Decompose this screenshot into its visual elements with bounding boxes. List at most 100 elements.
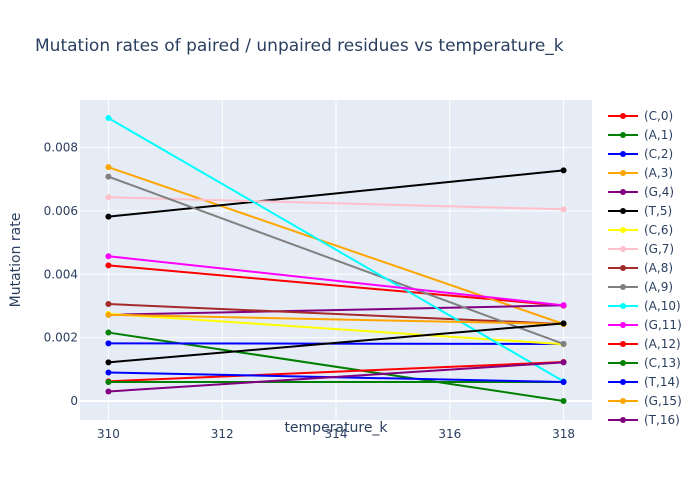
data-point bbox=[105, 388, 112, 395]
legend-label: (G,7) bbox=[644, 242, 674, 256]
legend-swatch-marker bbox=[620, 303, 626, 309]
series-line bbox=[105, 167, 567, 220]
x-axis-label: temperature_k bbox=[284, 420, 388, 436]
data-point bbox=[105, 115, 112, 122]
legend-swatch-marker bbox=[620, 360, 626, 366]
y-axis-label: Mutation rate bbox=[8, 213, 24, 308]
legend-swatch-marker bbox=[620, 322, 626, 328]
y-tick-label: 0.004 bbox=[44, 267, 78, 281]
series-line bbox=[105, 253, 567, 309]
legend-item[interactable]: (T,5) bbox=[608, 204, 672, 218]
legend-item[interactable]: (A,8) bbox=[608, 261, 673, 275]
data-point bbox=[105, 311, 112, 318]
legend-swatch-marker bbox=[620, 341, 626, 347]
data-point bbox=[560, 167, 567, 174]
legend-label: (C,6) bbox=[644, 223, 673, 237]
legend-item[interactable]: (C,13) bbox=[608, 356, 681, 370]
data-point bbox=[105, 194, 112, 201]
legend[interactable]: (C,0) (A,1) (C,2) (A,3) (G,4) (T,5) (C,6) (G,7)… bbox=[608, 109, 682, 427]
series-path bbox=[108, 303, 564, 325]
y-tick-label: 0.002 bbox=[44, 331, 78, 345]
series-line bbox=[105, 320, 567, 366]
legend-item[interactable]: (A,9) bbox=[608, 280, 673, 294]
series-path bbox=[108, 322, 564, 364]
legend-label: (G,15) bbox=[644, 394, 682, 408]
legend-swatch-marker bbox=[620, 189, 626, 195]
data-point bbox=[560, 206, 567, 213]
legend-label: (G,4) bbox=[644, 185, 674, 199]
x-tick-label: 312 bbox=[211, 427, 234, 441]
legend-label: (A,10) bbox=[644, 299, 681, 313]
legend-swatch-marker bbox=[620, 265, 626, 271]
series-path bbox=[108, 304, 564, 316]
legend-item[interactable]: (C,6) bbox=[608, 223, 673, 237]
data-point bbox=[105, 173, 112, 180]
legend-item[interactable]: (G,4) bbox=[608, 185, 674, 199]
legend-item[interactable]: (C,2) bbox=[608, 147, 673, 161]
data-point bbox=[560, 340, 567, 347]
x-tick-label: 314 bbox=[325, 427, 348, 441]
series-path bbox=[108, 361, 564, 393]
legend-item[interactable]: (T,14) bbox=[608, 375, 680, 389]
data-point bbox=[560, 378, 567, 385]
legend-swatch-marker bbox=[620, 151, 626, 157]
legend-item[interactable]: (A,1) bbox=[608, 128, 673, 142]
data-point bbox=[105, 164, 112, 171]
series-path bbox=[108, 313, 564, 325]
series-path bbox=[108, 175, 564, 345]
series-line bbox=[105, 194, 567, 213]
data-point bbox=[105, 340, 112, 347]
y-tick-label: 0 bbox=[70, 394, 78, 408]
data-point bbox=[560, 397, 567, 404]
legend-label: (A,9) bbox=[644, 280, 673, 294]
series-line bbox=[105, 173, 567, 347]
data-point bbox=[105, 262, 112, 269]
legend-label: (A,12) bbox=[644, 337, 681, 351]
legend-label: (T,16) bbox=[644, 413, 680, 427]
legend-swatch-marker bbox=[620, 113, 626, 119]
data-point bbox=[560, 359, 567, 366]
legend-swatch-marker bbox=[620, 398, 626, 404]
data-point bbox=[105, 329, 112, 336]
legend-item[interactable]: (G,7) bbox=[608, 242, 674, 256]
legend-swatch-marker bbox=[620, 379, 626, 385]
legend-label: (G,11) bbox=[644, 318, 682, 332]
legend-label: (T,5) bbox=[644, 204, 672, 218]
legend-swatch-marker bbox=[620, 227, 626, 233]
legend-item[interactable]: (T,16) bbox=[608, 413, 680, 427]
data-point bbox=[105, 213, 112, 220]
data-point bbox=[105, 301, 112, 308]
legend-item[interactable]: (A,3) bbox=[608, 166, 673, 180]
y-axis-ticks: 0 0.002 0.004 0.006 0.008 bbox=[44, 141, 78, 408]
legend-item[interactable]: (A,12) bbox=[608, 337, 681, 351]
data-point bbox=[105, 378, 112, 385]
data-point bbox=[105, 369, 112, 376]
legend-item[interactable]: (G,15) bbox=[608, 394, 682, 408]
x-axis-ticks: 310 312 314 316 318 bbox=[97, 427, 575, 441]
data-point bbox=[560, 320, 567, 327]
legend-label: (A,3) bbox=[644, 166, 673, 180]
series-path bbox=[107, 117, 565, 383]
legend-swatch-marker bbox=[620, 246, 626, 252]
series-path bbox=[108, 169, 564, 218]
legend-label: (C,13) bbox=[644, 356, 681, 370]
series-lines bbox=[105, 115, 567, 404]
y-tick-label: 0.006 bbox=[44, 204, 78, 218]
legend-item[interactable]: (G,11) bbox=[608, 318, 682, 332]
legend-swatch-marker bbox=[620, 132, 626, 138]
chart-title: Mutation rates of paired / unpaired resi… bbox=[35, 36, 564, 56]
data-point bbox=[105, 253, 112, 260]
legend-swatch-marker bbox=[620, 208, 626, 214]
x-tick-label: 316 bbox=[438, 427, 461, 441]
legend-label: (C,2) bbox=[644, 147, 673, 161]
legend-item[interactable]: (A,10) bbox=[608, 299, 681, 313]
legend-item[interactable]: (C,0) bbox=[608, 109, 673, 123]
series-path bbox=[108, 312, 564, 346]
series-path bbox=[108, 255, 564, 307]
grid-lines bbox=[80, 100, 592, 420]
x-tick-label: 318 bbox=[552, 427, 575, 441]
legend-label: (A,1) bbox=[644, 128, 673, 142]
series-path bbox=[108, 361, 564, 383]
